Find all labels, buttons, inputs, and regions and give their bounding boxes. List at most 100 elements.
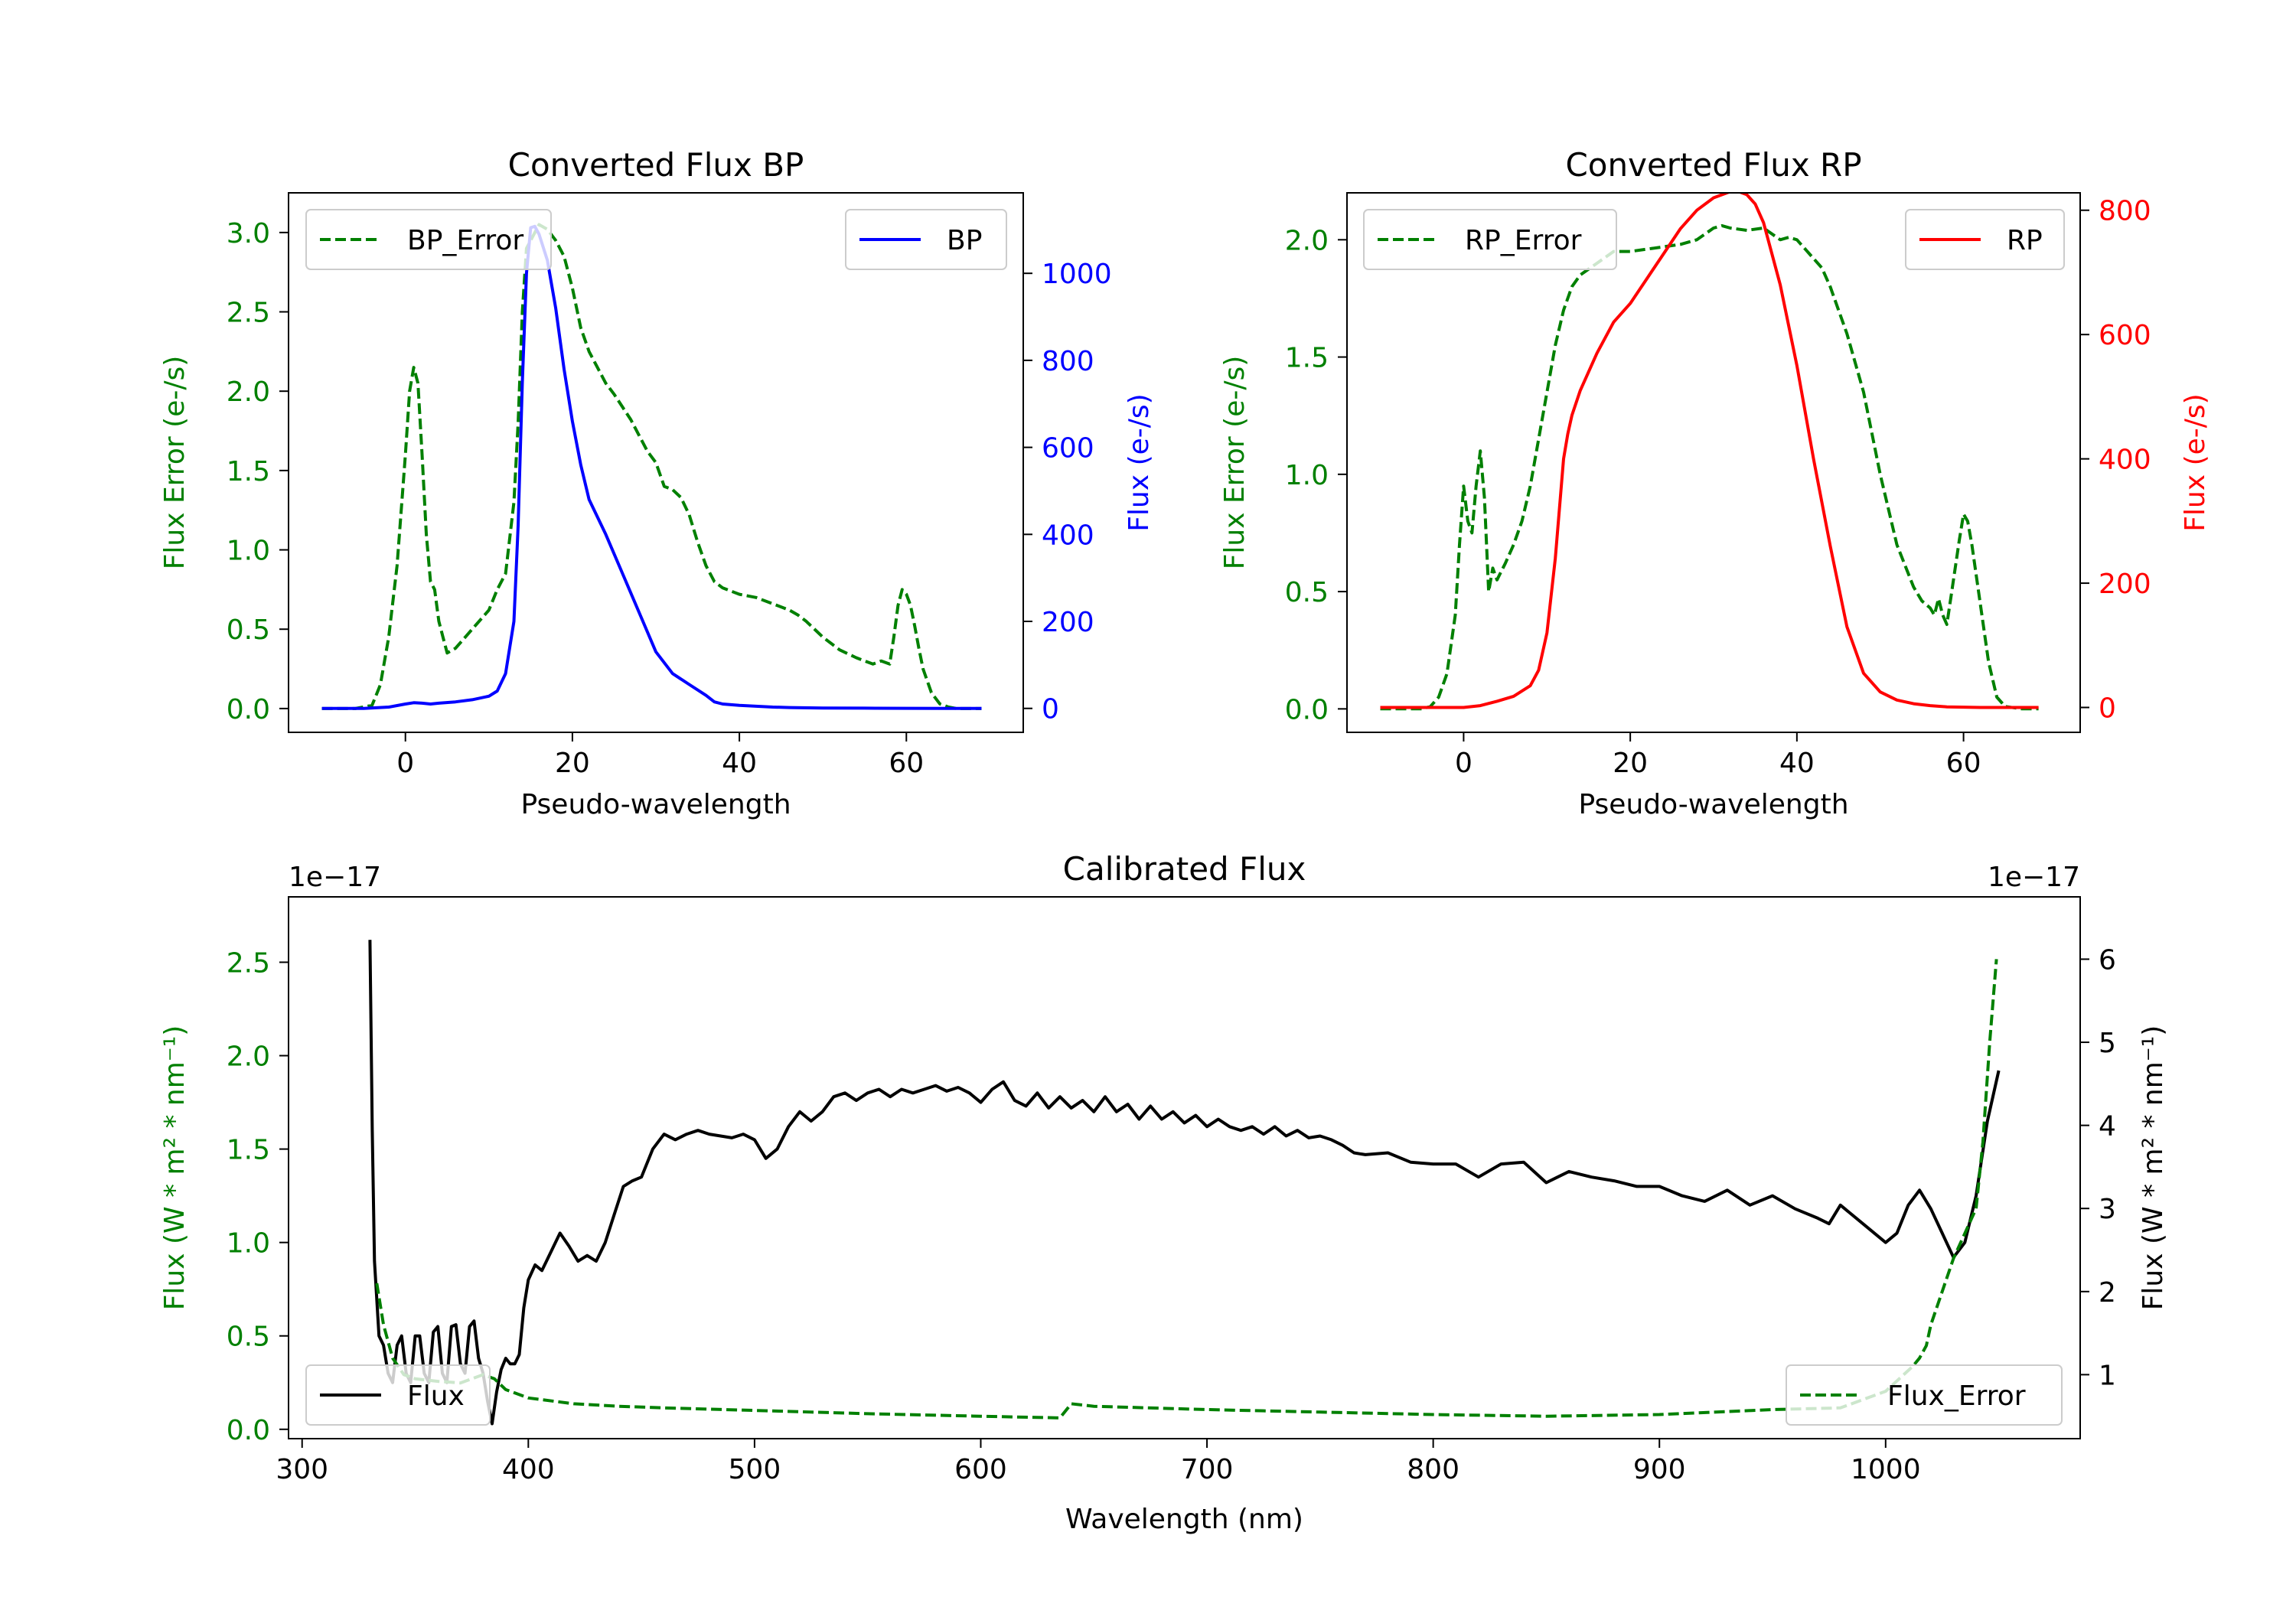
y-right-tick-label: 1000 xyxy=(1042,259,1112,290)
series-bp-error xyxy=(321,223,982,710)
x-axis-label: Pseudo-wavelength xyxy=(520,789,791,820)
x-tick-label: 800 xyxy=(1407,1454,1459,1485)
y-left-tick-label: 0.5 xyxy=(1285,577,1329,608)
x-tick-label: 400 xyxy=(502,1454,555,1485)
y-right-tick-label: 0 xyxy=(1042,694,1059,725)
x-tick-label: 900 xyxy=(1633,1454,1686,1485)
legend-label: BP xyxy=(947,225,982,256)
legend-box xyxy=(1363,209,1617,270)
y-left-tick-label: 1.0 xyxy=(227,536,270,567)
legend-box xyxy=(845,209,1007,270)
x-tick-label: 20 xyxy=(1613,748,1648,779)
y-left-tick-label: 1.5 xyxy=(227,1135,270,1166)
legend-box xyxy=(305,1364,491,1426)
y-right-tick-label: 3 xyxy=(2099,1194,2116,1225)
x-axis-label: Pseudo-wavelength xyxy=(1578,789,1848,820)
series-rp xyxy=(1380,193,2039,709)
legend-label: Flux xyxy=(407,1380,465,1412)
chart-title: Calibrated Flux xyxy=(1063,850,1306,888)
y-axis-left-label: Flux Error (e-/s) xyxy=(159,356,191,570)
x-tick-label: 60 xyxy=(1946,748,1981,779)
legend-box xyxy=(1786,1364,2063,1426)
legend-bp-error: BP_Error xyxy=(305,209,552,270)
x-tick-label: 40 xyxy=(722,748,757,779)
x-tick-label: 700 xyxy=(1181,1454,1234,1485)
y-left-tick-label: 0.5 xyxy=(227,614,270,646)
y-left-tick-label: 0.0 xyxy=(1285,694,1329,725)
x-tick-label: 0 xyxy=(1455,748,1473,779)
y-right-tick-label: 1 xyxy=(2099,1360,2116,1391)
y-axis-right-ticks: 0 200 400 600 800 1000 xyxy=(1023,259,1112,725)
y-left-tick-label: 2.5 xyxy=(227,298,270,329)
y-left-tick-label: 0.5 xyxy=(227,1322,270,1353)
y-right-tick-label: 0 xyxy=(2099,693,2116,725)
chart-marks xyxy=(321,223,982,710)
y-right-tick-label: 800 xyxy=(1042,346,1094,377)
y-left-tick-label: 2.5 xyxy=(227,947,270,979)
y-left-tick-label: 0.0 xyxy=(227,694,270,725)
legend-label: Flux_Error xyxy=(1887,1380,2026,1412)
x-axis-ticks: 0 20 40 60 xyxy=(1455,732,1981,779)
x-axis-ticks: 300 400 500 600 700 800 900 1000 xyxy=(276,1439,1921,1485)
y-right-tick-label: 400 xyxy=(2099,445,2151,476)
y-right-tick-label: 5 xyxy=(2099,1028,2116,1059)
y-right-tick-label: 600 xyxy=(2099,320,2151,351)
series-flux xyxy=(368,940,2001,1426)
y-left-tick-label: 0.0 xyxy=(227,1415,270,1446)
legend-bp: BP xyxy=(845,209,1007,270)
y-right-tick-label: 800 xyxy=(2099,196,2151,227)
chart-marks xyxy=(368,940,2001,1426)
x-tick-label: 1000 xyxy=(1851,1454,1921,1485)
chart-converted-flux-rp: Converted Flux RP 0 20 40 60 0.0 0.5 1.0 1.5 2.… xyxy=(1219,146,2211,820)
legend-label: BP_Error xyxy=(407,225,523,256)
y-axis-left-label: Flux (W * m² * nm⁻¹) xyxy=(159,1025,191,1311)
chart-title: Converted Flux RP xyxy=(1565,146,1861,184)
y-left-tick-label: 1.0 xyxy=(227,1228,270,1260)
y-axis-right-label: Flux (W * m² * nm⁻¹) xyxy=(2138,1025,2169,1311)
x-tick-label: 300 xyxy=(276,1454,328,1485)
y-right-tick-label: 600 xyxy=(1042,433,1094,464)
chart-marks xyxy=(1380,193,2039,711)
y-axis-right-offset: 1e−17 xyxy=(1988,862,2080,893)
y-axis-right-label: Flux (e-/s) xyxy=(2180,393,2211,531)
y-axis-left-label: Flux Error (e-/s) xyxy=(1219,356,1251,570)
y-right-tick-label: 200 xyxy=(2099,569,2151,600)
chart-calibrated-flux: Calibrated Flux 300 400 500 600 700 800 900 100… xyxy=(159,850,2169,1535)
y-right-tick-label: 4 xyxy=(2099,1111,2116,1143)
y-left-tick-label: 2.0 xyxy=(1285,225,1329,256)
legend-box xyxy=(1905,209,2065,270)
x-axis-ticks: 0 20 40 60 xyxy=(396,732,924,779)
legend-flux: Flux xyxy=(305,1364,491,1426)
y-right-tick-label: 200 xyxy=(1042,607,1094,638)
x-tick-label: 500 xyxy=(729,1454,781,1485)
plot-frame xyxy=(288,896,2081,1439)
y-axis-left-ticks: 0.0 0.5 1.0 1.5 2.0 xyxy=(1285,225,1347,725)
legend-rp-error: RP_Error xyxy=(1363,209,1617,270)
y-right-tick-label: 6 xyxy=(2099,944,2116,976)
x-tick-label: 0 xyxy=(396,748,414,779)
y-right-tick-label: 400 xyxy=(1042,520,1094,551)
series-rp-error xyxy=(1380,223,2039,711)
plot-frame xyxy=(288,192,1024,733)
legend-label: RP xyxy=(2007,225,2043,256)
x-tick-label: 40 xyxy=(1779,748,1815,779)
plot-frame xyxy=(1346,192,2081,733)
chart-converted-flux-bp: Converted Flux BP 0 20 40 60 0.0 0.5 1.0 1.5 2.… xyxy=(159,146,1155,820)
series-bp xyxy=(321,224,982,710)
series-flux-error xyxy=(375,959,1998,1420)
y-left-tick-label: 2.0 xyxy=(227,376,270,408)
x-tick-label: 60 xyxy=(889,748,924,779)
y-axis-left-ticks: 0.0 0.5 1.0 1.5 2.0 2.5 3.0 xyxy=(227,218,289,725)
legend-box xyxy=(305,209,552,270)
y-axis-right-label: Flux (e-/s) xyxy=(1124,393,1155,531)
y-left-tick-label: 1.5 xyxy=(227,456,270,487)
y-axis-right-ticks: 0 200 400 600 800 xyxy=(2080,196,2151,725)
y-axis-left-ticks: 0.0 0.5 1.0 1.5 2.0 2.5 xyxy=(227,947,289,1446)
x-tick-label: 20 xyxy=(555,748,590,779)
legend-label: RP_Error xyxy=(1465,225,1582,256)
x-tick-label: 600 xyxy=(954,1454,1007,1485)
y-axis-right-ticks: 1 2 3 4 5 6 xyxy=(2080,944,2116,1391)
y-left-tick-label: 2.0 xyxy=(227,1041,270,1073)
y-right-tick-label: 2 xyxy=(2099,1277,2116,1309)
